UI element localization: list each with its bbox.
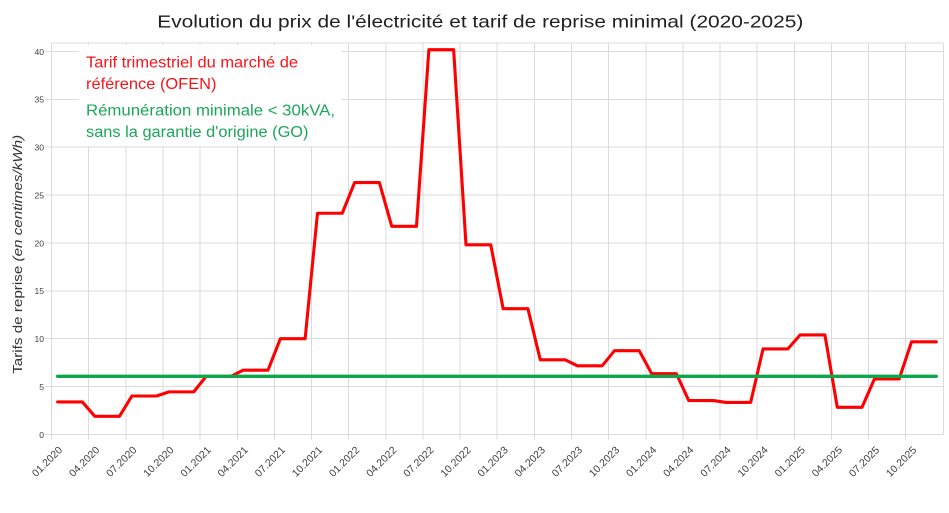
svg-text:5: 5 (39, 382, 44, 392)
svg-text:Evolution du prix de l'électri: Evolution du prix de l'électricité et ta… (157, 12, 803, 32)
svg-text:sans la garantie d'origine (GO: sans la garantie d'origine (GO) (86, 124, 309, 141)
svg-text:15: 15 (34, 286, 44, 296)
svg-text:0: 0 (39, 430, 44, 440)
svg-text:Tarif trimestriel du marché de: Tarif trimestriel du marché de (86, 55, 298, 72)
svg-text:10: 10 (34, 334, 44, 344)
svg-text:Tarifs de reprise (en centimes: Tarifs de reprise (en centimes/kWh) (11, 135, 25, 374)
svg-text:25: 25 (34, 190, 44, 200)
svg-text:référence (OFEN): référence (OFEN) (86, 76, 217, 93)
svg-text:35: 35 (34, 95, 44, 105)
svg-text:30: 30 (34, 143, 44, 153)
svg-text:40: 40 (34, 47, 44, 57)
svg-text:20: 20 (34, 238, 44, 248)
svg-text:Rémunération minimale < 30kVA,: Rémunération minimale < 30kVA, (86, 102, 335, 119)
